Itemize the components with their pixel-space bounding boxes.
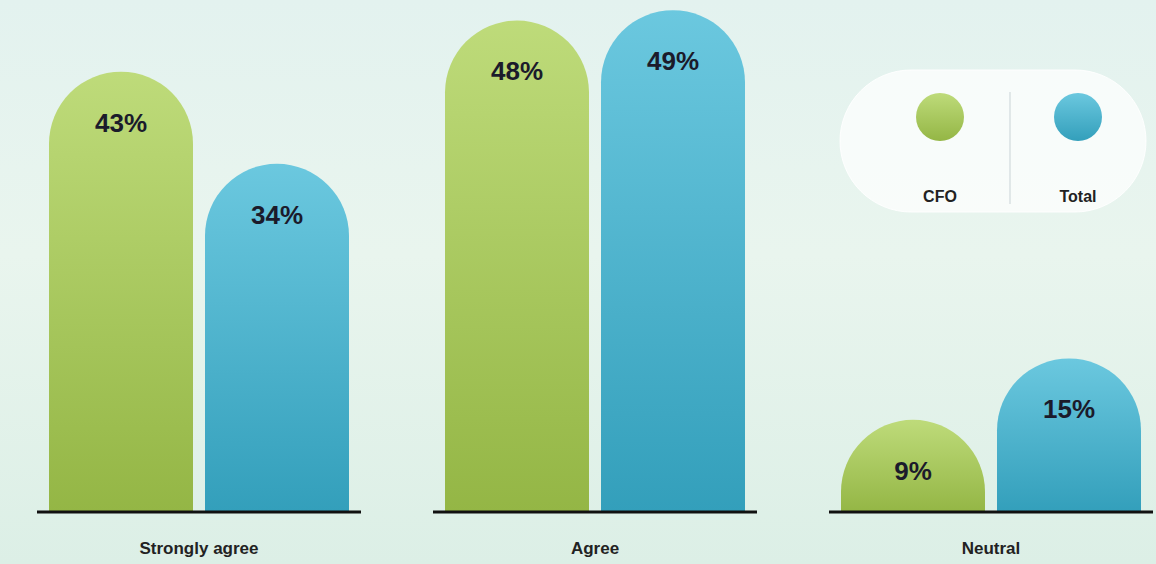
bar [445, 21, 589, 512]
legend-label: Total [1059, 188, 1096, 205]
chart: 43% 34% 48% 49% 9% 15% Strongly agree Agree Neut… [0, 0, 1156, 564]
data-label: 34% [251, 200, 303, 230]
legend-swatch [1054, 93, 1102, 141]
bar [205, 164, 349, 512]
category-baseline [37, 511, 361, 514]
bar [841, 420, 985, 512]
bar [49, 72, 193, 512]
legend-swatch [916, 93, 964, 141]
category-label: Strongly agree [139, 539, 258, 558]
legend-divider [1010, 92, 1011, 204]
category-baseline [433, 511, 757, 514]
legend-label: CFO [923, 188, 957, 205]
legend-box [840, 70, 1146, 212]
bar [601, 10, 745, 512]
category-label: Agree [571, 539, 619, 558]
category-baseline [829, 511, 1153, 514]
category-label: Neutral [962, 539, 1021, 558]
labels: 43% 34% 48% 49% 9% 15% [95, 46, 1095, 486]
data-label: 48% [491, 56, 543, 86]
data-label: 9% [894, 456, 932, 486]
bar [997, 358, 1141, 512]
legend: CFO Total [840, 70, 1146, 212]
data-label: 43% [95, 108, 147, 138]
data-label: 15% [1043, 394, 1095, 424]
data-label: 49% [647, 46, 699, 76]
